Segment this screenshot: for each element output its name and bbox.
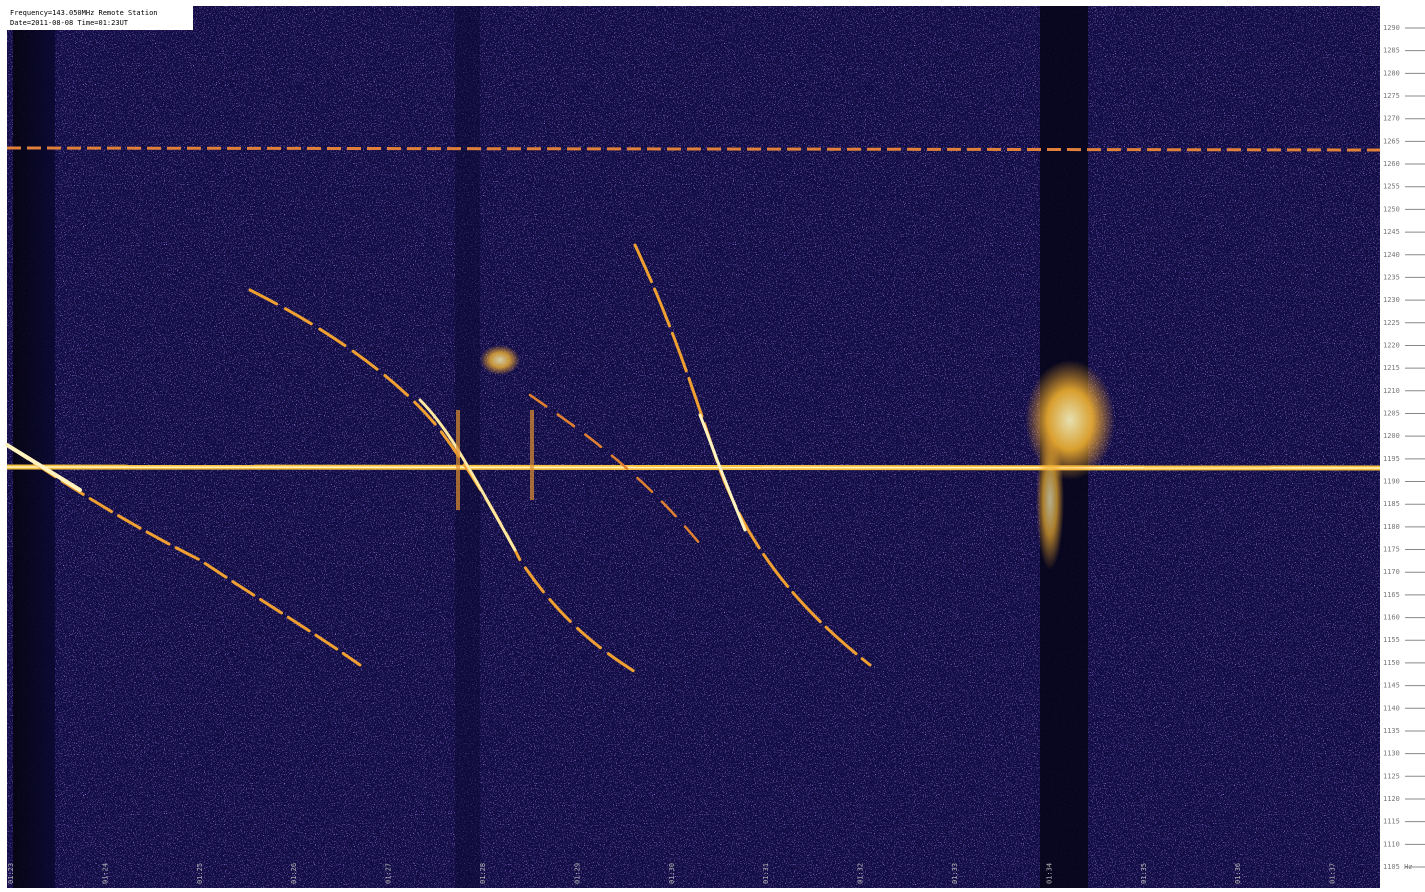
y-tick-label: 1190 bbox=[1383, 478, 1400, 486]
x-tick-label: 01:36 bbox=[1234, 863, 1242, 884]
y-tick-label: 1195 bbox=[1383, 455, 1400, 463]
y-tick-label: 1110 bbox=[1383, 840, 1400, 848]
page: Frequency=143.050MHz Remote Station Date=… bbox=[0, 0, 1425, 892]
x-tick-label: 01:33 bbox=[951, 863, 959, 884]
header-line: Date=2011-08-08 Time=01:23UT bbox=[10, 19, 129, 27]
y-tick-label: 1105 Hz bbox=[1383, 863, 1413, 871]
y-tick-label: 1230 bbox=[1383, 296, 1400, 304]
y-tick-label: 1165 bbox=[1383, 591, 1400, 599]
x-tick-label: 01:35 bbox=[1140, 863, 1148, 884]
y-tick-label: 1160 bbox=[1383, 614, 1400, 622]
x-tick-label: 01:34 bbox=[1045, 863, 1053, 884]
y-tick-label: 1145 bbox=[1383, 682, 1400, 690]
y-tick-label: 1210 bbox=[1383, 387, 1400, 395]
y-tick-label: 1185 bbox=[1383, 500, 1400, 508]
y-tick-label: 1280 bbox=[1383, 69, 1400, 77]
y-tick-label: 1255 bbox=[1383, 183, 1400, 191]
y-tick-label: 1220 bbox=[1383, 341, 1400, 349]
y-tick-label: 1225 bbox=[1383, 319, 1400, 327]
y-tick-label: 1250 bbox=[1383, 205, 1400, 213]
x-tick-label: 01:25 bbox=[196, 863, 204, 884]
y-tick-label: 1135 bbox=[1383, 727, 1400, 735]
y-tick-label: 1125 bbox=[1383, 772, 1400, 780]
x-tick-label: 01:23 bbox=[7, 863, 15, 884]
y-tick-label: 1215 bbox=[1383, 364, 1400, 372]
y-tick-label: 1130 bbox=[1383, 750, 1400, 758]
x-tick-label: 01:24 bbox=[101, 863, 109, 884]
y-tick-label: 1290 bbox=[1383, 24, 1400, 32]
y-tick-label: 1115 bbox=[1383, 818, 1400, 826]
y-tick-label: 1275 bbox=[1383, 92, 1400, 100]
y-tick-label: 1120 bbox=[1383, 795, 1400, 803]
y-tick-label: 1235 bbox=[1383, 273, 1400, 281]
spectrogram-view: Frequency=143.050MHz Remote Station Date=… bbox=[0, 0, 1425, 892]
y-tick-label: 1245 bbox=[1383, 228, 1400, 236]
y-tick-label: 1140 bbox=[1383, 704, 1400, 712]
header-line: Frequency=143.050MHz Remote Station bbox=[10, 9, 158, 17]
x-tick-label: 01:37 bbox=[1329, 863, 1337, 884]
y-tick-label: 1270 bbox=[1383, 115, 1400, 123]
y-tick-label: 1180 bbox=[1383, 523, 1400, 531]
y-tick-label: 1260 bbox=[1383, 160, 1400, 168]
y-tick-label: 1205 bbox=[1383, 409, 1400, 417]
x-tick-label: 01:30 bbox=[668, 863, 676, 884]
y-tick-label: 1155 bbox=[1383, 636, 1400, 644]
x-tick-label: 01:31 bbox=[762, 863, 770, 884]
y-tick-label: 1285 bbox=[1383, 47, 1400, 55]
x-tick-label: 01:28 bbox=[479, 863, 487, 884]
y-tick-label: 1200 bbox=[1383, 432, 1400, 440]
y-tick-label: 1170 bbox=[1383, 568, 1400, 576]
x-tick-label: 01:26 bbox=[290, 863, 298, 884]
x-tick-label: 01:32 bbox=[857, 863, 865, 884]
y-tick-label: 1175 bbox=[1383, 546, 1400, 554]
x-tick-label: 01:29 bbox=[573, 863, 581, 884]
y-tick-label: 1150 bbox=[1383, 659, 1400, 667]
y-tick-label: 1265 bbox=[1383, 137, 1400, 145]
x-tick-label: 01:27 bbox=[385, 863, 393, 884]
y-tick-label: 1240 bbox=[1383, 251, 1400, 259]
plot-area bbox=[7, 6, 1380, 888]
